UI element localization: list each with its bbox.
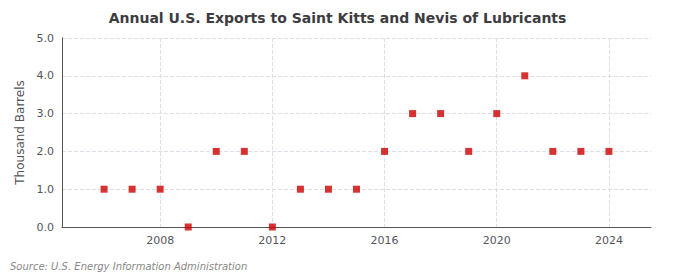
svg-text:3.0: 3.0 [37, 107, 55, 120]
svg-text:2020: 2020 [483, 234, 511, 247]
svg-text:Source: U.S. Energy Informatio: Source: U.S. Energy Information Administ… [10, 261, 247, 272]
svg-text:5.0: 5.0 [37, 32, 55, 45]
svg-text:4.0: 4.0 [37, 69, 55, 82]
svg-text:2008: 2008 [146, 234, 174, 247]
svg-text:2016: 2016 [371, 234, 399, 247]
svg-text:Annual U.S. Exports to Saint K: Annual U.S. Exports to Saint Kitts and N… [109, 10, 567, 26]
svg-text:2.0: 2.0 [37, 145, 55, 158]
svg-text:Thousand Barrels: Thousand Barrels [13, 80, 27, 185]
svg-text:2024: 2024 [595, 234, 623, 247]
svg-text:2012: 2012 [258, 234, 286, 247]
svg-text:1.0: 1.0 [37, 183, 55, 196]
svg-text:0.0: 0.0 [37, 221, 55, 234]
